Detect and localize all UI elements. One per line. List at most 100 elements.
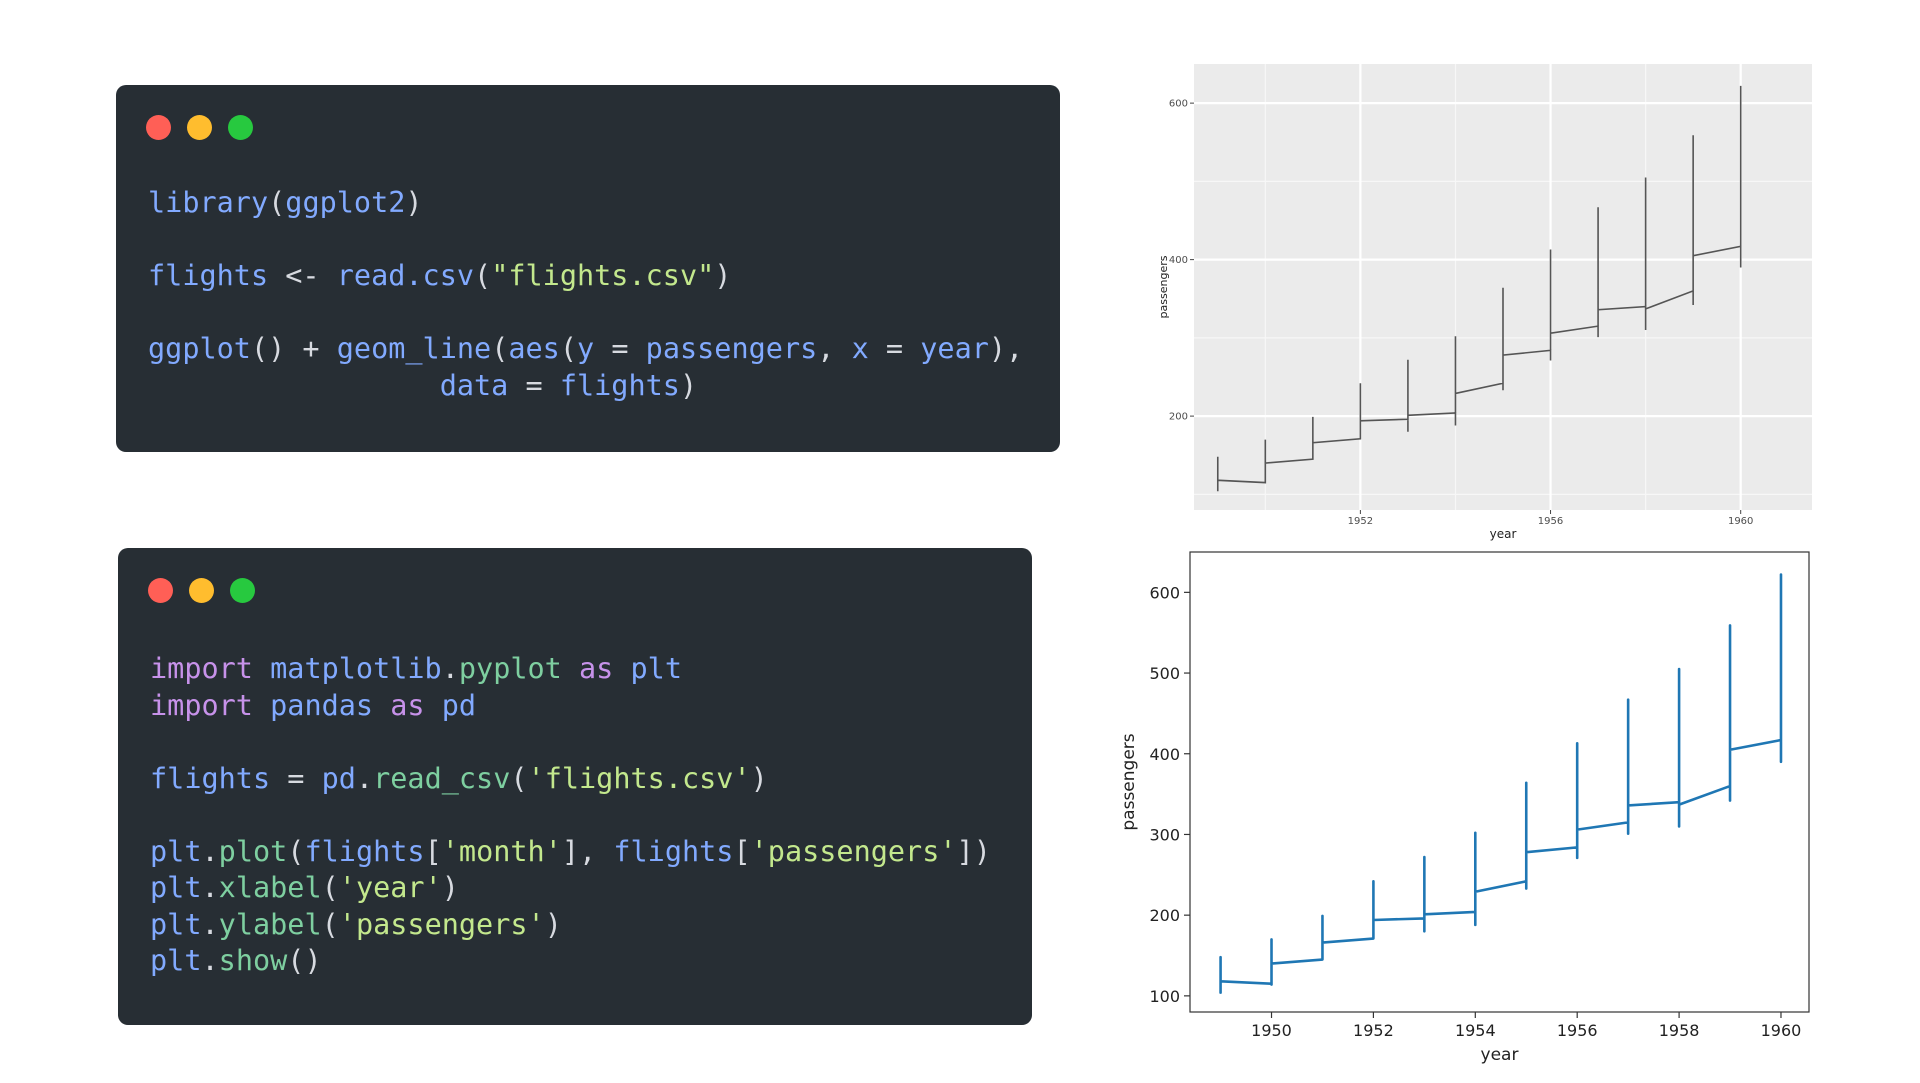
x-axis-label: year bbox=[1481, 1045, 1519, 1065]
r-code-block: library(ggplot2) flights <- read.csv("fl… bbox=[148, 185, 1023, 404]
y-tick-label: 500 bbox=[1149, 664, 1180, 683]
code-token: ( bbox=[268, 186, 286, 219]
y-tick-label: 300 bbox=[1149, 825, 1180, 844]
code-token: ) bbox=[441, 871, 459, 904]
code-token bbox=[253, 652, 270, 685]
code-token: ], bbox=[561, 834, 614, 868]
y-tick-label: 600 bbox=[1149, 583, 1180, 602]
code-token: plot bbox=[218, 834, 288, 868]
code-token: xlabel bbox=[218, 871, 322, 904]
code-token: . bbox=[441, 652, 459, 685]
code-line: plt.plot(flights['month'], flights['pass… bbox=[150, 834, 991, 871]
code-token: pd bbox=[321, 761, 356, 795]
code-token: flights bbox=[613, 834, 734, 868]
code-token: [ bbox=[733, 834, 751, 868]
code-token bbox=[425, 689, 442, 722]
code-token: 'year' bbox=[338, 871, 442, 904]
code-token: ) bbox=[714, 259, 732, 292]
y-tick-label: 200 bbox=[1169, 412, 1188, 423]
code-token: . bbox=[201, 944, 219, 977]
code-token: ggplot bbox=[148, 332, 251, 365]
x-tick-label: 1950 bbox=[1251, 1021, 1292, 1040]
code-line: plt.xlabel('year') bbox=[150, 870, 991, 907]
code-line: library(ggplot2) bbox=[148, 185, 1023, 222]
x-tick-label: 1952 bbox=[1348, 516, 1373, 527]
code-token: ( bbox=[321, 871, 339, 904]
code-token bbox=[253, 689, 270, 722]
y-tick-label: 600 bbox=[1169, 99, 1188, 110]
code-token: x bbox=[851, 332, 869, 365]
code-token: . bbox=[201, 871, 219, 904]
code-token bbox=[562, 652, 579, 685]
code-token: plt bbox=[150, 871, 202, 904]
code-token: matplotlib bbox=[270, 652, 442, 685]
code-token: pd bbox=[441, 688, 477, 722]
code-token: plt bbox=[150, 834, 202, 868]
code-token: read_csv bbox=[373, 761, 511, 795]
code-line bbox=[148, 295, 1023, 332]
window-controls bbox=[148, 578, 255, 603]
code-token: ), bbox=[988, 332, 1024, 365]
code-token: plt bbox=[150, 944, 202, 977]
code-token: flights bbox=[559, 368, 680, 402]
code-token bbox=[373, 689, 390, 722]
code-token: "flights.csv" bbox=[491, 259, 715, 292]
code-token: import bbox=[150, 652, 253, 685]
code-token: data bbox=[439, 368, 509, 402]
code-token: plt bbox=[150, 907, 202, 941]
plot-frame bbox=[1189, 551, 1810, 1013]
code-line: ggplot() + geom_line(aes(y = passengers,… bbox=[148, 331, 1023, 368]
y-tick-label: 100 bbox=[1149, 987, 1180, 1006]
code-token: ylabel bbox=[218, 907, 322, 941]
code-token: flights bbox=[150, 761, 271, 795]
code-token: ( bbox=[491, 332, 509, 365]
series-line bbox=[1216, 85, 1742, 492]
x-tick-label: 1960 bbox=[1728, 516, 1753, 527]
code-token: . bbox=[201, 907, 219, 941]
x-tick-label: 1956 bbox=[1557, 1021, 1598, 1040]
matplotlib-chart: 1950 1952 1954 1956 1958 1960 100 200 300 400 500 6… bbox=[1110, 548, 1810, 1078]
matplotlib-chart-svg: 1950 1952 1954 1956 1958 1960 100 200 300 400 500 6… bbox=[1119, 551, 1810, 1065]
code-token: flights bbox=[304, 834, 425, 868]
code-token: ( bbox=[321, 907, 339, 941]
code-line: plt.ylabel('passengers') bbox=[150, 907, 991, 944]
code-token: ( bbox=[559, 332, 578, 365]
x-tick-label: 1958 bbox=[1659, 1021, 1700, 1040]
code-line: data = flights) bbox=[148, 368, 1023, 405]
code-token: = bbox=[868, 332, 921, 365]
code-line: import matplotlib.pyplot as plt bbox=[150, 651, 991, 688]
y-tick-label: 200 bbox=[1149, 906, 1180, 925]
code-token: ) bbox=[750, 761, 768, 795]
code-token: () + bbox=[250, 332, 337, 365]
code-token bbox=[613, 652, 630, 685]
code-token: , bbox=[817, 332, 852, 365]
code-token: plt bbox=[630, 652, 682, 685]
y-axis-label: passengers bbox=[1157, 255, 1170, 318]
minimize-dot bbox=[187, 115, 212, 140]
x-tick-label: 1956 bbox=[1538, 516, 1563, 527]
code-line: import pandas as pd bbox=[150, 688, 991, 725]
code-window-python: import matplotlib.pyplot as plt import pa… bbox=[118, 548, 1032, 1025]
minimize-dot bbox=[189, 578, 214, 603]
code-token: geom_line bbox=[336, 332, 492, 365]
code-token: = bbox=[270, 761, 322, 795]
code-token: 'passengers' bbox=[750, 834, 957, 868]
code-token: <- bbox=[268, 259, 337, 292]
code-token: 'passengers' bbox=[338, 907, 545, 941]
code-token: as bbox=[390, 688, 425, 722]
ggplot-chart-svg: 1952 1956 1960 200 400 600 year passengers bbox=[1157, 64, 1812, 541]
code-token: . bbox=[355, 761, 374, 795]
code-token: pyplot bbox=[458, 652, 562, 685]
code-token: 'month' bbox=[441, 834, 562, 868]
close-dot bbox=[148, 578, 173, 603]
code-line: flights <- read.csv("flights.csv") bbox=[148, 258, 1023, 295]
code-token: ( bbox=[510, 761, 528, 795]
code-line bbox=[150, 797, 991, 834]
ggplot-chart: 1952 1956 1960 200 400 600 year passengers bbox=[1136, 58, 1826, 548]
x-tick-label: 1952 bbox=[1353, 1021, 1394, 1040]
code-window-r: library(ggplot2) flights <- read.csv("fl… bbox=[116, 85, 1060, 452]
x-tick-label: 1954 bbox=[1455, 1021, 1496, 1040]
code-token: passengers bbox=[645, 332, 818, 365]
maximize-dot bbox=[228, 115, 253, 140]
code-token: ( bbox=[474, 259, 492, 292]
